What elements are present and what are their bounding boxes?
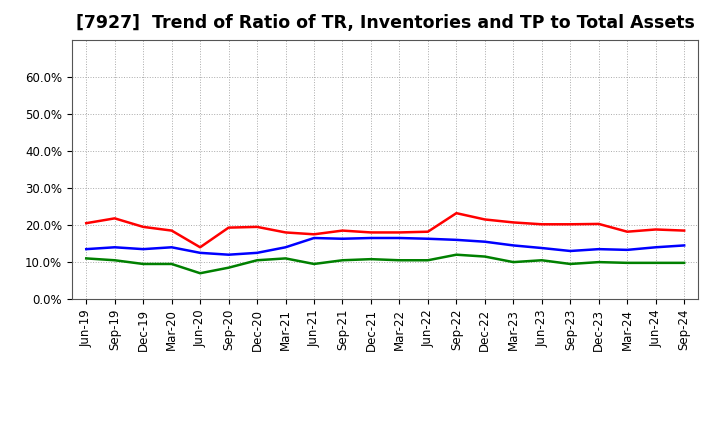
Inventories	[139, 246, 148, 252]
Trade Receivables	[509, 220, 518, 225]
Trade Receivables	[310, 231, 318, 237]
Trade Receivables	[595, 221, 603, 227]
Trade Receivables	[282, 230, 290, 235]
Trade Receivables	[680, 228, 688, 233]
Inventories	[395, 235, 404, 241]
Trade Payables	[282, 256, 290, 261]
Trade Receivables	[623, 229, 631, 235]
Inventories	[366, 235, 375, 241]
Trade Payables	[509, 260, 518, 265]
Trade Payables	[366, 257, 375, 262]
Trade Receivables	[366, 230, 375, 235]
Trade Receivables	[110, 216, 119, 221]
Inventories	[196, 250, 204, 256]
Inventories	[282, 245, 290, 250]
Title: [7927]  Trend of Ratio of TR, Inventories and TP to Total Assets: [7927] Trend of Ratio of TR, Inventories…	[76, 15, 695, 33]
Inventories	[82, 246, 91, 252]
Trade Receivables	[395, 230, 404, 235]
Trade Receivables	[225, 225, 233, 230]
Trade Receivables	[139, 224, 148, 230]
Trade Payables	[310, 261, 318, 267]
Trade Receivables	[480, 217, 489, 222]
Trade Payables	[225, 265, 233, 270]
Trade Payables	[480, 254, 489, 259]
Trade Payables	[680, 260, 688, 265]
Trade Receivables	[537, 222, 546, 227]
Inventories	[652, 245, 660, 250]
Inventories	[537, 246, 546, 251]
Line: Trade Receivables: Trade Receivables	[86, 213, 684, 247]
Trade Payables	[595, 260, 603, 265]
Trade Payables	[537, 258, 546, 263]
Inventories	[452, 237, 461, 242]
Trade Receivables	[423, 229, 432, 235]
Trade Payables	[452, 252, 461, 257]
Inventories	[225, 252, 233, 257]
Trade Receivables	[452, 210, 461, 216]
Trade Receivables	[82, 220, 91, 226]
Line: Trade Payables: Trade Payables	[86, 255, 684, 273]
Inventories	[338, 236, 347, 242]
Inventories	[480, 239, 489, 244]
Trade Payables	[253, 258, 261, 263]
Trade Payables	[623, 260, 631, 265]
Inventories	[310, 235, 318, 241]
Trade Payables	[82, 256, 91, 261]
Inventories	[167, 245, 176, 250]
Trade Receivables	[652, 227, 660, 232]
Trade Receivables	[167, 228, 176, 233]
Inventories	[680, 243, 688, 248]
Trade Payables	[338, 258, 347, 263]
Inventories	[595, 246, 603, 252]
Trade Payables	[139, 261, 148, 267]
Trade Receivables	[338, 228, 347, 233]
Trade Payables	[395, 258, 404, 263]
Trade Payables	[196, 271, 204, 276]
Trade Payables	[652, 260, 660, 265]
Inventories	[566, 248, 575, 253]
Inventories	[509, 243, 518, 248]
Trade Receivables	[196, 245, 204, 250]
Inventories	[423, 236, 432, 242]
Line: Inventories: Inventories	[86, 238, 684, 255]
Inventories	[253, 250, 261, 256]
Trade Receivables	[566, 222, 575, 227]
Trade Payables	[167, 261, 176, 267]
Trade Receivables	[253, 224, 261, 230]
Trade Payables	[423, 258, 432, 263]
Trade Payables	[566, 261, 575, 267]
Trade Payables	[110, 258, 119, 263]
Inventories	[623, 247, 631, 253]
Inventories	[110, 245, 119, 250]
